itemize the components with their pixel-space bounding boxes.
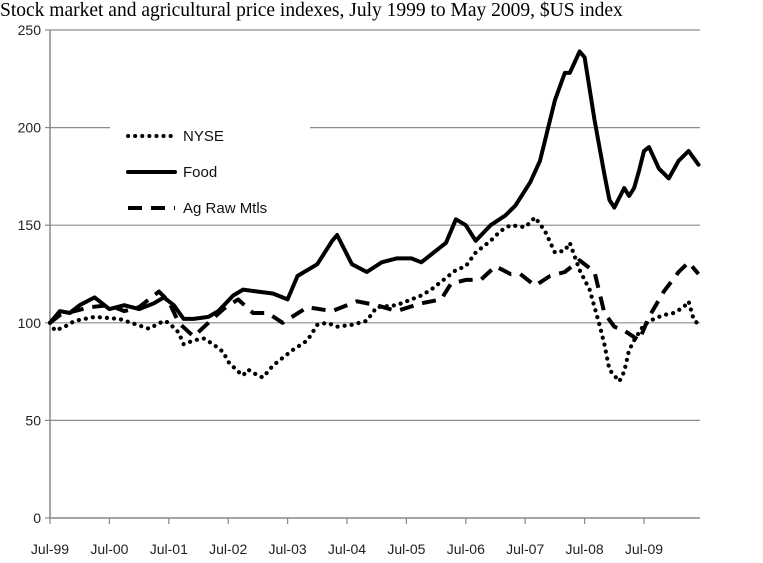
x-tick-label: Jul-00 xyxy=(90,541,128,557)
x-tick-label: Jul-01 xyxy=(150,541,188,557)
y-tick-label: 200 xyxy=(18,120,42,136)
x-tick-label: Jul-99 xyxy=(31,541,69,557)
x-tick-label: Jul-02 xyxy=(209,541,247,557)
x-tick-label: Jul-07 xyxy=(506,541,544,557)
gridlines xyxy=(45,29,700,524)
y-tick-label: 0 xyxy=(33,510,41,526)
series-line-nyse xyxy=(47,215,701,384)
x-tick-label: Jul-04 xyxy=(328,541,366,557)
y-tick-label: 150 xyxy=(18,217,42,233)
y-tick-label: 50 xyxy=(25,412,41,428)
y-axis-tick-labels: 0 50 100 150 200 250 xyxy=(18,22,42,526)
x-tick-label: Jul-05 xyxy=(387,541,425,557)
series-line-food xyxy=(48,49,701,325)
series-lines xyxy=(47,49,701,384)
series-line-ag-raw-mtls xyxy=(48,258,701,343)
legend-label: Food xyxy=(183,164,217,181)
x-tick-label: Jul-03 xyxy=(269,541,307,557)
y-tick-label: 100 xyxy=(18,315,42,331)
chart-title: Stock market and agricultural price inde… xyxy=(0,0,623,21)
x-axis-tick-labels: Jul-99 Jul-00 Jul-01 Jul-02 Jul-03 Jul-04 Jul-… xyxy=(31,541,663,557)
x-tick-label: Jul-08 xyxy=(566,541,604,557)
legend-label: NYSE xyxy=(183,128,224,145)
y-tick-label: 250 xyxy=(18,22,42,38)
legend-label: Ag Raw Mtls xyxy=(183,200,267,217)
x-tick-label: Jul-06 xyxy=(447,541,485,557)
legend: NYSE Food Ag Raw Mtls xyxy=(110,118,310,223)
x-tick-label: Jul-09 xyxy=(625,541,663,557)
